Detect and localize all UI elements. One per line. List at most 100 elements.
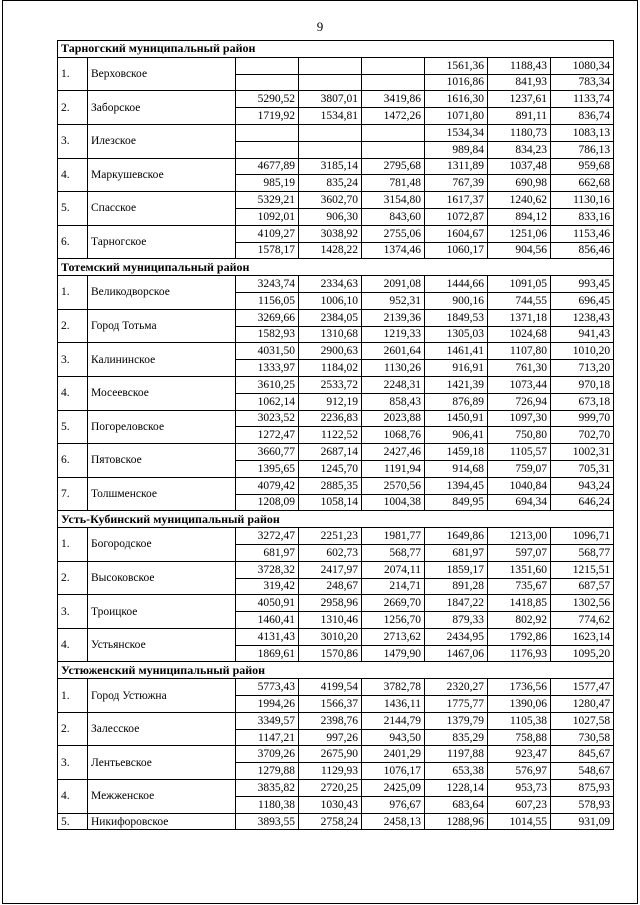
value-cell: 2236,83 <box>298 409 362 428</box>
value-cell: 1374,46 <box>361 241 425 260</box>
value-cell: 2320,27 <box>424 678 488 697</box>
value-cell: 1027,58 <box>549 711 615 730</box>
value-cell: 1461,41 <box>424 342 488 361</box>
value-cell: 1561,36 <box>424 56 488 75</box>
row-number: 1. <box>57 275 88 310</box>
value-cell: 3038,92 <box>298 224 362 243</box>
section-title: Устюженский муниципальный район <box>56 661 615 680</box>
value-cell: 1280,47 <box>549 695 615 713</box>
row-number: 4. <box>57 779 88 814</box>
value-cell: 856,46 <box>549 241 615 260</box>
value-cell: 1395,65 <box>235 459 299 478</box>
value-cell: 548,67 <box>549 762 615 781</box>
value-cell: 783,34 <box>549 73 615 92</box>
value-cell: 841,93 <box>487 73 551 92</box>
value-cell: 1071,80 <box>424 107 488 125</box>
value-cell: 1792,86 <box>487 627 551 646</box>
value-cell: 1080,34 <box>549 56 615 75</box>
settlement-name: Калининское <box>87 342 236 377</box>
value-cell: 849,95 <box>424 493 488 512</box>
value-cell: 894,12 <box>487 207 551 226</box>
value-cell: 3419,86 <box>361 90 425 109</box>
value-cell: 970,18 <box>549 375 615 394</box>
value-cell: 999,70 <box>549 409 615 428</box>
value-cell: 1869,61 <box>235 644 299 663</box>
value-cell: 1156,05 <box>235 291 299 310</box>
value-cell: 578,93 <box>549 795 615 814</box>
value-cell: 5290,52 <box>235 90 299 109</box>
row-number: 4. <box>57 157 88 193</box>
value-cell: 1058,14 <box>298 493 362 512</box>
value-cell: 858,43 <box>361 392 425 411</box>
value-cell: 1062,14 <box>235 392 299 411</box>
value-cell: 1428,22 <box>298 241 362 260</box>
value-cell: 1421,39 <box>424 375 488 394</box>
value-cell: 3272,47 <box>235 527 299 545</box>
value-cell: 1256,70 <box>361 611 425 629</box>
data-row: 6. Пятовское 3660,77 2687,14 2427,46 1459,18 1… <box>57 443 615 478</box>
value-cell: 1083,13 <box>549 123 615 142</box>
value-cell: 568,77 <box>361 543 425 562</box>
value-cell: 1251,06 <box>487 224 551 243</box>
value-cell: 1010,20 <box>549 342 615 361</box>
value-cell: 3610,25 <box>235 375 299 394</box>
data-row: 2. Высоковское 3728,32 2417,97 2074,11 1859,1… <box>57 560 615 596</box>
value-cell: 2023,88 <box>361 409 425 428</box>
value-cell: 4131,43 <box>235 627 299 646</box>
value-cell: 1578,17 <box>235 241 299 260</box>
value-cell: 2251,23 <box>298 527 362 545</box>
value-cell: 1068,76 <box>361 426 425 445</box>
section-header-row: Тотемский муниципальный район <box>56 258 615 277</box>
row-number: 3. <box>57 745 88 781</box>
value-cell: 1719,92 <box>235 107 299 125</box>
value-cell: 3835,82 <box>235 779 299 797</box>
value-cell: 3154,80 <box>361 191 425 209</box>
value-cell: 1617,37 <box>424 191 488 209</box>
value-cell <box>298 73 362 92</box>
value-cell: 1180,73 <box>487 123 551 142</box>
value-cell: 3893,55 <box>235 812 299 831</box>
value-cell: 843,60 <box>361 207 425 226</box>
value-cell: 2458,13 <box>361 812 425 831</box>
value-cell: 1004,38 <box>361 493 425 512</box>
value-cell: 900,16 <box>424 291 488 310</box>
value-cell: 2601,64 <box>361 342 425 361</box>
value-cell: 1095,20 <box>549 644 615 663</box>
settlement-name: Межженское <box>87 779 236 814</box>
value-cell: 744,55 <box>487 291 551 310</box>
value-cell: 879,33 <box>424 611 488 629</box>
value-cell: 2795,68 <box>361 157 425 176</box>
value-cell: 1228,14 <box>424 779 488 797</box>
data-row: 5. Погореловское 3023,52 2236,83 2023,88 1450… <box>57 409 615 445</box>
value-cell: 687,57 <box>549 577 615 596</box>
value-cell: 1180,38 <box>235 795 299 814</box>
value-cell: 673,18 <box>549 392 615 411</box>
value-cell: 1215,51 <box>549 560 615 579</box>
value-cell: 4031,50 <box>235 342 299 361</box>
value-cell: 1847,22 <box>424 594 488 613</box>
value-cell <box>361 56 425 75</box>
value-cell: 653,38 <box>424 762 488 781</box>
value-cell: 1302,56 <box>549 594 615 613</box>
value-cell: 1394,45 <box>424 476 488 495</box>
value-cell: 3349,57 <box>235 711 299 730</box>
value-cell: 767,39 <box>424 174 488 193</box>
settlement-name: Мосеевское <box>87 375 236 411</box>
value-cell: 2248,31 <box>361 375 425 394</box>
data-row: 1092,01 906,30 843,60 1072,87 894,12 833,16 <box>58 207 615 226</box>
value-cell: 735,67 <box>487 577 551 596</box>
value-cell: 2687,14 <box>298 443 362 461</box>
value-cell: 1310,68 <box>298 325 362 344</box>
value-cell: 662,68 <box>549 174 615 193</box>
data-row: 5. Никифоровское 3893,55 2758,24 2458,13 1288… <box>57 812 615 831</box>
value-cell: 1272,47 <box>235 426 299 445</box>
value-cell: 730,58 <box>549 728 615 747</box>
row-number: 1. <box>57 678 88 713</box>
value-cell: 941,43 <box>549 325 615 344</box>
section-header-row: Усть-Кубинский муниципальный район <box>56 510 615 529</box>
data-row: 1333,97 1184,02 1130,26 916,91 761,30 713,20 <box>58 359 615 377</box>
value-cell: 1237,61 <box>487 90 551 109</box>
value-cell: 1649,86 <box>424 527 488 545</box>
data-row: 1. Богородское 3272,47 2251,23 1981,77 1649,8… <box>57 527 615 562</box>
value-cell: 943,24 <box>549 476 615 495</box>
